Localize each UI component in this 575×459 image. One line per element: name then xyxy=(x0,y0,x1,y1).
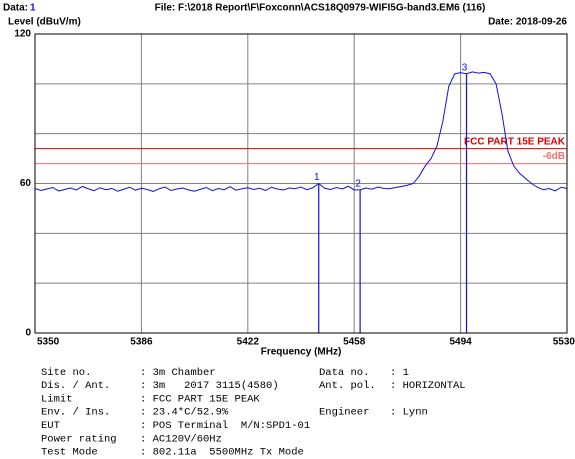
data-number: 1 xyxy=(30,3,36,14)
x-tick-label: 5494 xyxy=(449,337,472,348)
info-value: : 23.4*C/52.9% xyxy=(140,407,229,419)
info-value: : 1 xyxy=(390,367,409,379)
info-value: : HORIZONTAL xyxy=(390,380,466,392)
info-value: : 3m 2017 3115(4580) xyxy=(140,380,279,392)
date: Date: 2018-09-26 xyxy=(488,17,567,28)
marker-label: 2 xyxy=(355,178,361,189)
x-tick-label: 5386 xyxy=(130,337,153,348)
info-label: Power rating xyxy=(41,433,117,445)
info-value: : 3m Chamber xyxy=(140,367,216,379)
x-tick-label: 5422 xyxy=(237,337,260,348)
marker-label: 1 xyxy=(314,172,320,183)
info-value: : Lynn xyxy=(390,407,428,419)
file-name: File: F:\2018 Report\F\Foxconn\ACS18Q097… xyxy=(155,3,486,14)
info-label: Site no. xyxy=(41,367,91,379)
info-label: Env. / Ins. xyxy=(41,407,110,419)
info-label: Dis. / Ant. xyxy=(41,380,110,392)
y-tick-label: 0 xyxy=(25,328,31,339)
trace xyxy=(34,71,568,193)
x-tick-label: 5458 xyxy=(343,337,366,348)
info-label: Engineer xyxy=(319,407,369,419)
y-tick-label: 60 xyxy=(20,178,32,189)
info-label: Ant. pol. xyxy=(319,380,376,392)
plot-frame xyxy=(34,33,568,334)
info-value: : 802.11a 5500MHz Tx Mode xyxy=(140,447,304,459)
info-label: Test Mode xyxy=(41,447,98,459)
x-tick-label: 5530 xyxy=(553,337,575,348)
y-axis-label: Level (dBuV/m) xyxy=(8,17,81,28)
y-tick-label: 120 xyxy=(14,29,31,40)
info-value: : POS Terminal M/N:SPD1-01 xyxy=(140,420,310,432)
limit-label: -6dB xyxy=(543,151,565,162)
limit-label: FCC PART 15E PEAK xyxy=(464,136,566,147)
info-value: : AC120V/60Hz xyxy=(140,433,222,445)
info-value: : FCC PART 15E PEAK xyxy=(140,393,260,405)
info-label: Limit xyxy=(41,393,73,405)
info-label: Data no. xyxy=(319,367,369,379)
data-label: Data: xyxy=(3,3,28,14)
marker-label: 3 xyxy=(462,63,468,74)
x-axis-label: Frequency (MHz) xyxy=(261,347,342,358)
info-label: EUT xyxy=(41,420,60,432)
x-tick-label: 5350 xyxy=(37,337,60,348)
